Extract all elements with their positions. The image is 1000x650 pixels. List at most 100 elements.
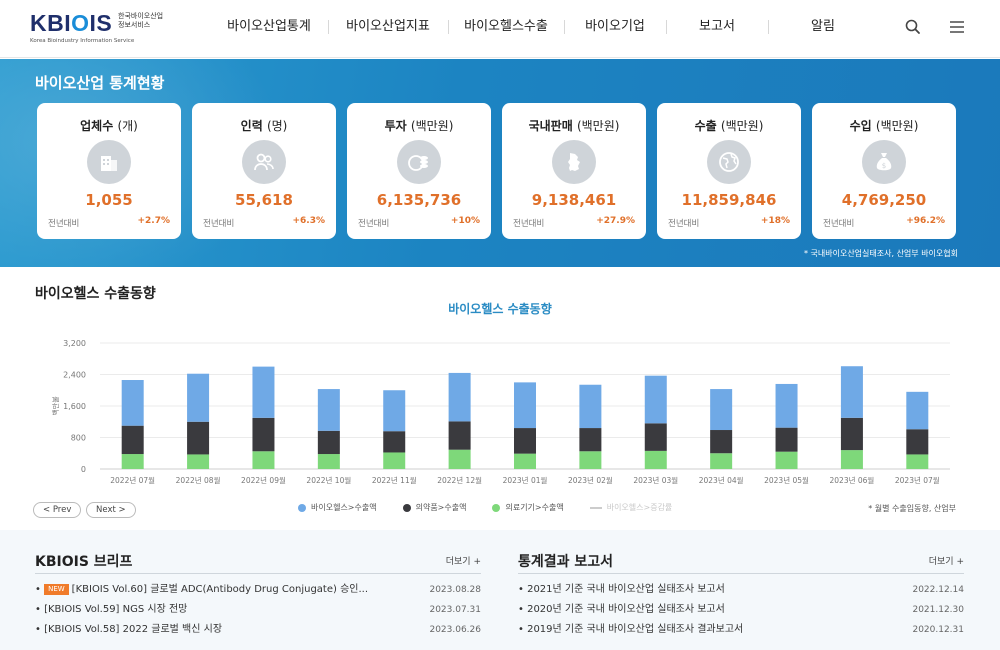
yoy-change: +18%: [760, 216, 790, 226]
logo-english-name: Korea Bioindustry Information Service: [30, 38, 135, 44]
bar: [187, 373, 210, 422]
bar: [644, 423, 667, 451]
building-icon: [87, 140, 131, 184]
yoy-change: +6.3%: [292, 216, 325, 226]
export-trend-chart: 0 800 1,600 2,400 3,200 백만불 2022년 07월 2022년 08월…: [51, 339, 950, 485]
bar: [775, 451, 798, 469]
list-item[interactable]: • 2019년 기준 국내 바이오산업 실태조사 결과보고서 2020.12.3…: [518, 620, 964, 640]
legend-item-pharma-exports[interactable]: 의약품>수출액: [402, 502, 466, 513]
bar: [317, 454, 340, 469]
bar: [383, 390, 406, 432]
stat-label: 투자: [384, 119, 407, 133]
bar: [906, 391, 929, 430]
stat-card-exports[interactable]: 수출 (백만원) 11,859,846 전년대비 +18%: [657, 103, 801, 239]
bar: [121, 454, 144, 469]
list-item[interactable]: • 2021년 기준 국내 바이오산업 실태조사 보고서 2022.12.14: [518, 580, 964, 600]
stat-card-imports[interactable]: 수입 (백만원) $ 4,769,250 전년대비 +96.2%: [812, 103, 956, 239]
yoy-change: +27.9%: [596, 216, 635, 226]
list-item[interactable]: • NEW [KBIOIS Vol.60] 글로벌 ADC(Antibody Dr…: [35, 580, 481, 600]
post-date: 2023.07.31: [429, 605, 481, 615]
stat-value: 1,055: [85, 191, 133, 209]
bar: [644, 375, 667, 424]
stat-unit: (백만원): [720, 119, 764, 133]
logo-korean-name: 한국바이오산업 정보서비스: [118, 12, 164, 29]
svg-text:$: $: [882, 162, 886, 170]
stat-label: 국내판매: [528, 119, 573, 133]
x-tick-label: 2022년 08월: [176, 475, 221, 485]
stat-label: 업체수: [80, 119, 114, 133]
bar: [775, 383, 798, 428]
next-button[interactable]: Next >: [86, 502, 136, 518]
post-title[interactable]: [KBIOIS Vol.60] 글로벌 ADC(Antibody Drug Co…: [71, 584, 369, 595]
stat-card-workforce[interactable]: 인력 (명) 55,618 전년대비 +6.3%: [192, 103, 336, 239]
post-date: 2021.12.30: [912, 605, 964, 615]
bar: [448, 372, 471, 422]
legend-item-device-exports[interactable]: 의료기기>수출액: [492, 502, 564, 513]
nav-bio-industry-indicators[interactable]: 바이오산업지표: [328, 0, 448, 58]
stat-value: 55,618: [235, 191, 293, 209]
nav-biohealth-exports[interactable]: 바이오헬스수출: [448, 0, 564, 58]
nav-reports[interactable]: 보고서: [666, 0, 768, 58]
bar: [383, 431, 406, 453]
nav-notices[interactable]: 알림: [768, 0, 878, 58]
post-date: 2022.12.14: [912, 585, 964, 595]
bar: [121, 380, 144, 426]
globe-icon: [707, 140, 751, 184]
main-nav: 바이오산업통계 바이오산업지표 바이오헬스수출 바이오기업 보고서 알림: [210, 0, 878, 58]
yoy-label: 전년대비: [48, 219, 80, 229]
bar: [906, 454, 929, 469]
post-title[interactable]: [KBIOIS Vol.58] 2022 글로벌 백신 시장: [44, 624, 223, 635]
post-date: 2020.12.31: [912, 625, 964, 635]
legend-swatch: [492, 503, 501, 512]
nav-bio-companies[interactable]: 바이오기업: [564, 0, 666, 58]
legend-label: 바이오헬스>수출액: [311, 503, 377, 512]
stats-source-note: * 국내바이오산업실태조사, 산업부 바이오협회: [803, 249, 958, 258]
prev-button[interactable]: < Prev: [33, 502, 82, 518]
yoy-label: 전년대비: [358, 219, 390, 229]
x-tick-label: 2023년 03월: [633, 475, 678, 485]
stat-unit: (명): [266, 119, 288, 133]
legend-swatch: [402, 503, 411, 512]
x-tick-label: 2022년 10월: [306, 475, 351, 485]
stat-value: 11,859,846: [681, 191, 777, 209]
list-item[interactable]: • [KBIOIS Vol.58] 2022 글로벌 백신 시장 2023.06…: [35, 620, 481, 640]
bar: [906, 429, 929, 455]
post-title[interactable]: 2020년 기준 국내 바이오산업 실태조사 보고서: [527, 604, 725, 615]
stat-card-companies[interactable]: 업체수 (개) 1,055 전년대비 +2.7%: [37, 103, 181, 239]
bar: [514, 453, 536, 469]
x-tick-label: 2023년 07월: [895, 475, 940, 485]
bar: [579, 428, 602, 452]
export-trend-section-title: 바이오헬스 수출동향: [35, 286, 156, 302]
search-icon[interactable]: [903, 17, 923, 37]
bar: [317, 389, 340, 431]
x-tick-label: 2022년 12월: [437, 475, 482, 485]
y-tick-label: 2,400: [63, 371, 86, 380]
post-title[interactable]: 2021년 기준 국내 바이오산업 실태조사 보고서: [527, 584, 725, 595]
chart-legend: 바이오헬스>수출액 의약품>수출액 의료기기>수출액 바이오헬스>증감률: [298, 502, 672, 513]
x-tick-label: 2023년 01월: [503, 475, 548, 485]
stats-title: 바이오산업 통계현황: [35, 74, 165, 92]
legend-item-biohealth-exports[interactable]: 바이오헬스>수출액: [298, 502, 377, 513]
nav-bio-industry-stats[interactable]: 바이오산업통계: [227, 19, 311, 34]
yoy-change: +10%: [450, 216, 480, 226]
stat-card-domestic-sales[interactable]: 국내판매 (백만원) 9,138,461 전년대비 +27.9%: [502, 103, 646, 239]
stat-card-investment[interactable]: 투자 (백만원) 6,135,736 전년대비 +10%: [347, 103, 491, 239]
site-logo[interactable]: KBIOIS 한국바이오산업 정보서비스 Korea Bioindustry In…: [30, 10, 190, 50]
post-title[interactable]: [KBIOIS Vol.59] NGS 시장 전망: [44, 604, 188, 615]
hamburger-menu-icon[interactable]: [947, 17, 967, 37]
list-item[interactable]: • [KBIOIS Vol.59] NGS 시장 전망 2023.07.31: [35, 600, 481, 620]
stat-value: 4,769,250: [841, 191, 927, 209]
logo-wordmark: KBIOIS: [30, 10, 113, 36]
brief-more-link[interactable]: 더보기 +: [445, 557, 481, 567]
bar: [775, 427, 798, 452]
x-tick-label: 2023년 06월: [830, 475, 875, 485]
bar: [317, 430, 340, 455]
bar: [448, 421, 471, 450]
bar: [514, 428, 536, 454]
legend-item-biohealth-growth-rate[interactable]: 바이오헬스>증감률: [589, 502, 672, 513]
list-item[interactable]: • 2020년 기준 국내 바이오산업 실태조사 보고서 2021.12.30: [518, 600, 964, 620]
y-tick-label: 0: [81, 465, 86, 474]
reports-more-link[interactable]: 더보기 +: [928, 557, 964, 567]
post-title[interactable]: 2019년 기준 국내 바이오산업 실태조사 결과보고서: [527, 624, 744, 635]
legend-label: 의료기기>수출액: [505, 503, 564, 512]
